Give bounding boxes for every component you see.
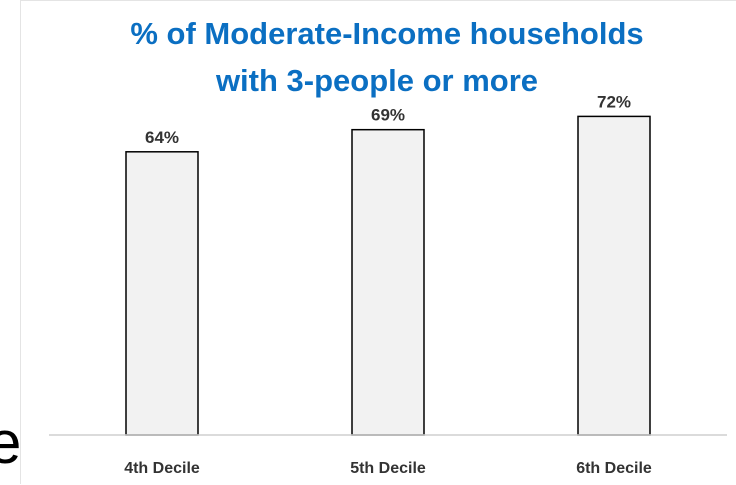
bar-1 [125,151,199,436]
chart-title-line-2: with 3-people or more [215,63,538,98]
bar-chart: % of Moderate-Income households with 3-p… [49,16,727,477]
data-label-1: 64% [145,128,179,147]
bar-2 [351,128,425,436]
edge-glyph: e [0,409,22,476]
category-label-2: 5th Decile [350,460,426,477]
data-label-3: 72% [597,92,631,111]
data-label-2: 69% [371,106,405,125]
category-label-1: 4th Decile [124,460,200,477]
category-label-3: 6th Decile [576,460,652,477]
plot-area: 64% 4th Decile 69% 5th Decile 72% 6th Decile [124,92,652,477]
chart-title-line-1: % of Moderate-Income households [130,16,643,51]
chart-panel: % of Moderate-Income households with 3-p… [20,0,736,484]
bar-3 [577,115,651,436]
